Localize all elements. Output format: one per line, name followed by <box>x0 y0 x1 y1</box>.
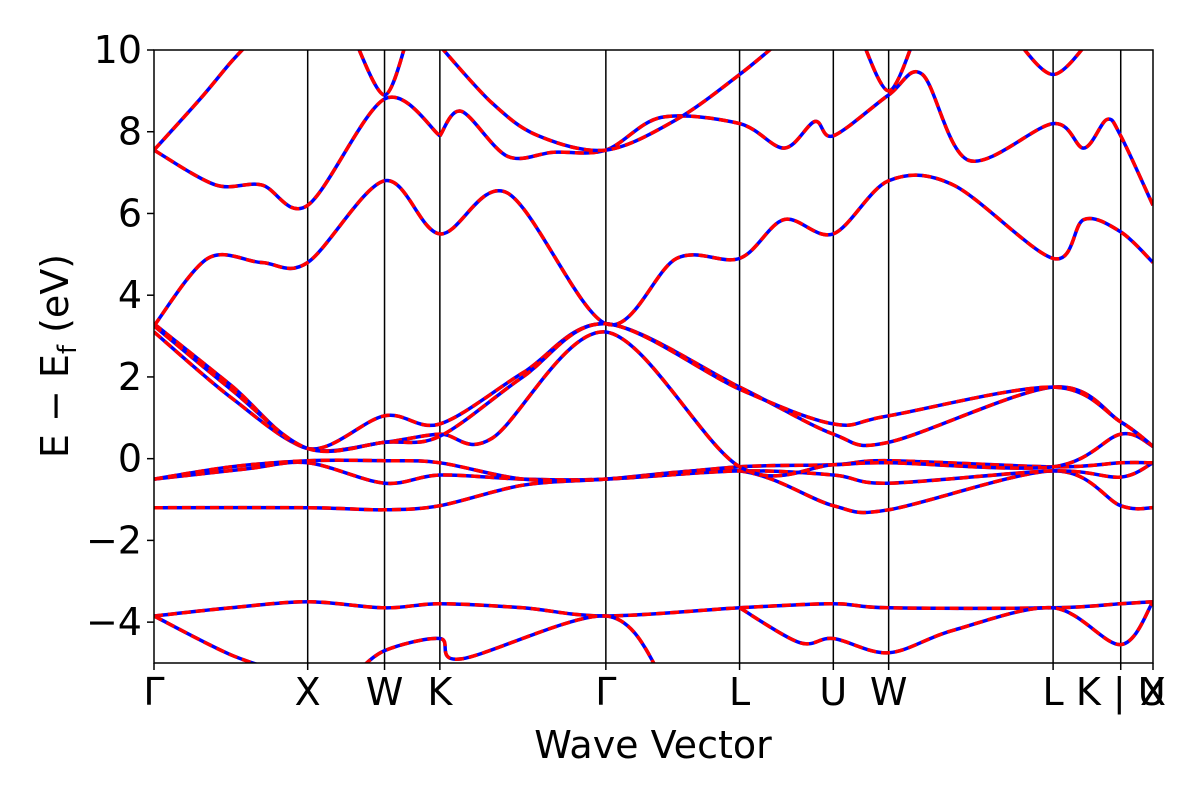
band-13 <box>441 50 773 153</box>
kpoint-label: U <box>819 670 847 714</box>
band-14 <box>864 50 912 93</box>
kpoint-label: W <box>870 670 908 714</box>
y-tick-label: 4 <box>118 273 142 317</box>
kpoint-label: K | U <box>1076 670 1166 715</box>
kpoint-label: X <box>295 670 321 714</box>
y-tick-label: 6 <box>118 191 142 235</box>
kpoint-label: L <box>1043 670 1064 714</box>
plot-background <box>154 50 1153 663</box>
band-15-overlay <box>1022 50 1084 77</box>
y-tick-label: −4 <box>86 600 142 644</box>
band-18 <box>738 600 1153 655</box>
x-axis-label: Wave Vector <box>534 723 772 767</box>
band-curves <box>154 50 1153 663</box>
kpoint-label: L <box>729 670 750 714</box>
y-tick-label: −2 <box>86 518 142 562</box>
band-9 <box>154 95 442 211</box>
band-8 <box>154 173 1153 327</box>
y-axis-label: E − Ef (eV) <box>33 254 83 458</box>
band-10 <box>438 70 1153 207</box>
band-12 <box>357 50 406 97</box>
y-axis-ticks: 10 8 6 4 2 0 −2 −4 <box>86 28 154 644</box>
kpoint-label: K <box>427 670 453 714</box>
band-16 <box>154 614 259 663</box>
y-tick-label: 0 <box>118 437 142 481</box>
y-tick-label: 10 <box>94 28 142 72</box>
kpoint-label: X <box>1140 670 1166 714</box>
band-5 <box>154 330 1153 478</box>
kpoint-label: Γ <box>143 670 164 714</box>
band-17 <box>364 614 656 663</box>
y-tick-label: 8 <box>118 110 142 154</box>
high-symmetry-lines <box>306 50 1122 663</box>
kpoint-label: W <box>366 670 404 714</box>
band-11 <box>154 50 245 152</box>
kpoint-label: Γ <box>595 670 616 714</box>
plot-frame <box>153 49 1154 664</box>
y-tick-label: 2 <box>118 355 142 399</box>
band-7 <box>154 322 1153 454</box>
